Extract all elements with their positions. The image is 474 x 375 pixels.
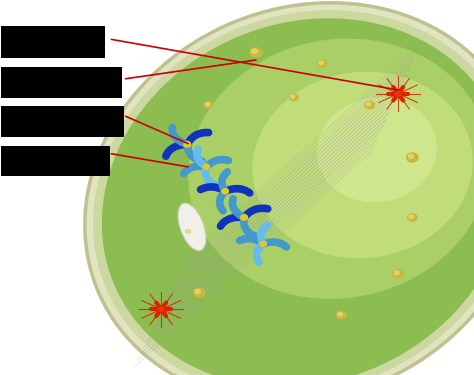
Circle shape: [395, 92, 401, 96]
Circle shape: [407, 153, 418, 162]
Circle shape: [222, 189, 228, 194]
Ellipse shape: [178, 203, 206, 250]
Circle shape: [408, 214, 417, 221]
Circle shape: [366, 102, 371, 106]
Circle shape: [319, 61, 323, 64]
Ellipse shape: [188, 39, 474, 299]
Circle shape: [193, 288, 205, 297]
Circle shape: [206, 103, 210, 106]
Circle shape: [250, 48, 262, 57]
Circle shape: [291, 95, 295, 98]
Bar: [1, 67, 122, 98]
Circle shape: [203, 164, 209, 169]
Circle shape: [204, 102, 213, 108]
Ellipse shape: [317, 98, 437, 202]
Circle shape: [195, 290, 200, 293]
Circle shape: [184, 142, 191, 147]
Circle shape: [337, 311, 346, 319]
Ellipse shape: [85, 3, 474, 375]
Circle shape: [186, 230, 191, 233]
Ellipse shape: [93, 10, 474, 375]
Bar: [1, 146, 110, 176]
Circle shape: [394, 271, 399, 274]
Ellipse shape: [102, 18, 474, 375]
Circle shape: [409, 154, 413, 158]
Ellipse shape: [253, 72, 473, 258]
Circle shape: [158, 307, 164, 312]
Circle shape: [409, 215, 413, 218]
Circle shape: [318, 60, 327, 68]
Circle shape: [260, 242, 266, 246]
Circle shape: [365, 101, 374, 109]
Circle shape: [393, 270, 403, 278]
Circle shape: [290, 94, 298, 101]
Bar: [1, 26, 105, 58]
Bar: [1, 106, 124, 137]
Circle shape: [252, 49, 257, 54]
Circle shape: [338, 312, 342, 316]
Circle shape: [184, 228, 195, 237]
Circle shape: [241, 215, 247, 220]
